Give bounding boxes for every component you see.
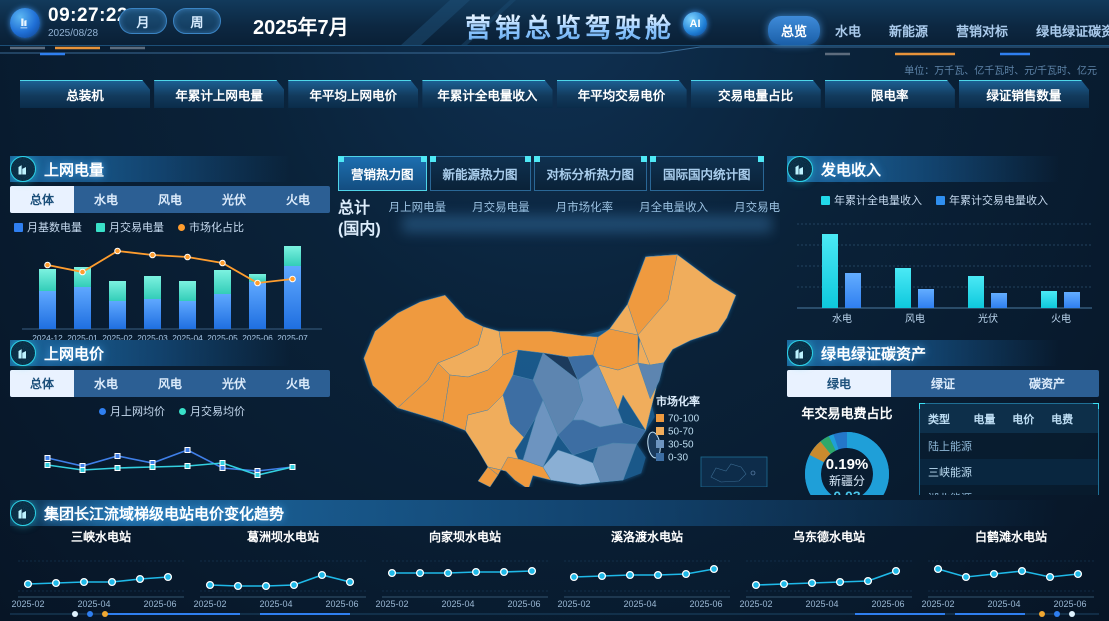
svg-text:2025-01: 2025-01 — [67, 333, 98, 340]
svg-text:2025-06: 2025-06 — [871, 599, 904, 609]
svg-text:光伏: 光伏 — [978, 312, 998, 325]
svg-text:2025-06: 2025-06 — [1053, 599, 1086, 609]
svg-text:新疆分: 新疆分 — [829, 473, 865, 488]
svg-text:0-30: 0-30 — [668, 452, 688, 463]
svg-text:2025-04: 2025-04 — [259, 599, 292, 609]
svg-text:0.19%: 0.19% — [826, 456, 869, 473]
svg-text:2025-03: 2025-03 — [137, 333, 168, 340]
svg-text:2025-05: 2025-05 — [207, 333, 238, 340]
svg-text:2025-06: 2025-06 — [507, 599, 540, 609]
svg-text:2025-02: 2025-02 — [375, 599, 408, 609]
svg-text:火电: 火电 — [1051, 312, 1071, 325]
svg-text:2025-04: 2025-04 — [441, 599, 474, 609]
svg-text:2025-06: 2025-06 — [689, 599, 722, 609]
svg-text:2025-02: 2025-02 — [11, 599, 44, 609]
svg-text:2025-06: 2025-06 — [242, 333, 273, 340]
svg-text:2025-02: 2025-02 — [739, 599, 772, 609]
svg-text:2025-02: 2025-02 — [102, 333, 133, 340]
svg-text:2025-06: 2025-06 — [325, 599, 358, 609]
svg-text:0.03: 0.03 — [833, 488, 860, 495]
svg-text:2025-02: 2025-02 — [921, 599, 954, 609]
svg-text:2025-04: 2025-04 — [172, 333, 203, 340]
svg-text:2025-04: 2025-04 — [987, 599, 1020, 609]
svg-text:2025-07: 2025-07 — [277, 333, 308, 340]
svg-text:水电: 水电 — [832, 312, 852, 325]
svg-text:2024-12: 2024-12 — [32, 333, 63, 340]
svg-text:30-50: 30-50 — [668, 439, 694, 450]
svg-text:2025-02: 2025-02 — [557, 599, 590, 609]
svg-text:2025-06: 2025-06 — [143, 599, 176, 609]
svg-text:2025-04: 2025-04 — [77, 599, 110, 609]
svg-text:市场化率: 市场化率 — [656, 394, 700, 408]
svg-text:50-70: 50-70 — [668, 426, 694, 437]
svg-text:2025-04: 2025-04 — [623, 599, 656, 609]
svg-text:2025-02: 2025-02 — [193, 599, 226, 609]
svg-text:2025-04: 2025-04 — [805, 599, 838, 609]
svg-text:70-100: 70-100 — [668, 413, 700, 424]
svg-text:风电: 风电 — [905, 312, 925, 325]
